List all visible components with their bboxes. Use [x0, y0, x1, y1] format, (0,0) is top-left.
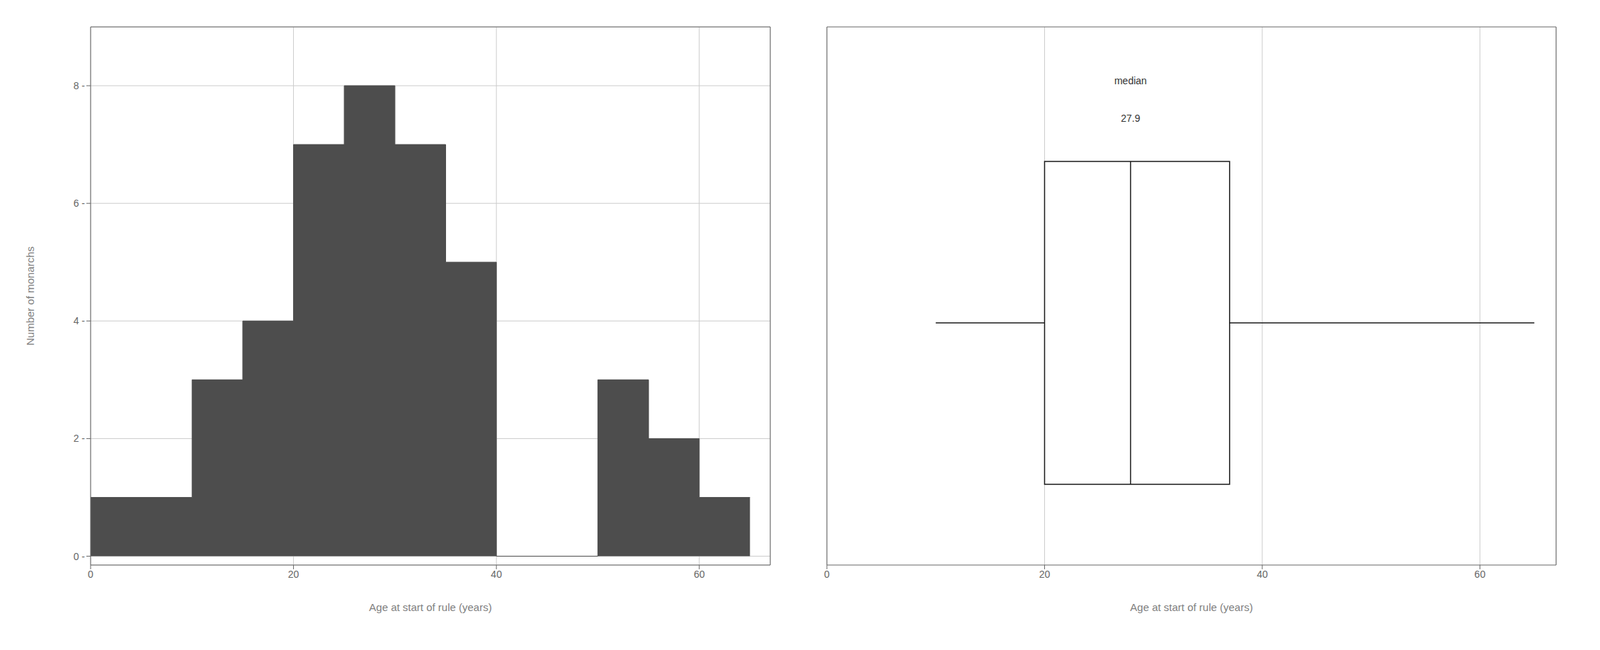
svg-text:Age at start of rule (years): Age at start of rule (years): [368, 601, 492, 614]
svg-text:20: 20: [288, 568, 300, 580]
svg-text:Age at start of rule (years): Age at start of rule (years): [1129, 601, 1253, 614]
svg-text:0: 0: [87, 568, 94, 580]
svg-text:6 -: 6 -: [73, 197, 86, 209]
svg-text:40: 40: [490, 568, 502, 580]
svg-text:0 -: 0 -: [73, 550, 86, 563]
svg-text:20: 20: [1039, 568, 1051, 580]
svg-text:2 -: 2 -: [73, 432, 86, 444]
svg-text:60: 60: [693, 568, 706, 580]
svg-text:0: 0: [824, 568, 830, 580]
svg-text:8 -: 8 -: [73, 80, 86, 92]
svg-text:40: 40: [1256, 568, 1268, 580]
svg-text:median: median: [1114, 75, 1147, 87]
svg-text:27.9: 27.9: [1120, 112, 1140, 124]
svg-text:4 -: 4 -: [73, 315, 86, 327]
svg-text:Number of monarchs: Number of monarchs: [24, 246, 37, 346]
svg-text:60: 60: [1474, 568, 1487, 580]
